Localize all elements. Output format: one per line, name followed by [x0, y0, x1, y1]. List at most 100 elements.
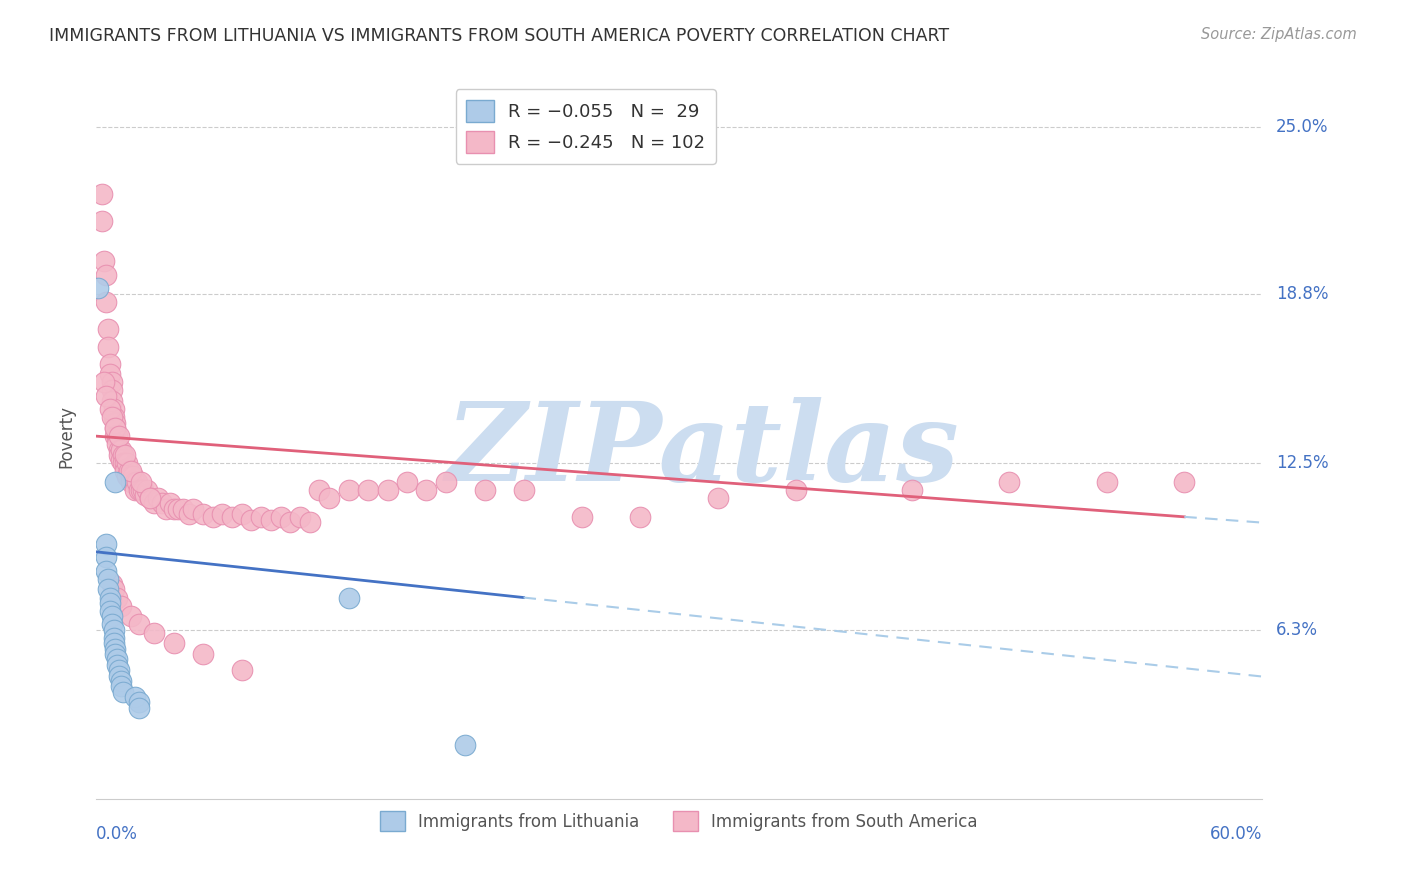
Point [454, 739, 477, 753]
Point [94, 268, 117, 282]
Point [104, 416, 127, 430]
Point [104, 421, 127, 435]
Legend: Immigrants from Lithuania, Immigrants from South America: Immigrants from Lithuania, Immigrants fr… [374, 805, 984, 838]
Point [337, 591, 360, 605]
Point [125, 475, 148, 489]
Point [118, 464, 141, 478]
Point [166, 501, 188, 516]
Text: IMMIGRANTS FROM LITHUANIA VS IMMIGRANTS FROM SOUTH AMERICA POVERTY CORRELATION C: IMMIGRANTS FROM LITHUANIA VS IMMIGRANTS … [49, 27, 949, 45]
Point [100, 394, 122, 409]
Point [163, 501, 186, 516]
Point [337, 483, 360, 497]
Point [377, 483, 399, 497]
Point [250, 509, 273, 524]
Point [103, 623, 125, 637]
Point [395, 475, 418, 489]
Point [94, 389, 117, 403]
Point [110, 442, 132, 457]
Point [288, 509, 311, 524]
Point [128, 695, 150, 709]
Point [129, 475, 152, 489]
Point [124, 475, 146, 489]
Point [163, 636, 186, 650]
Text: 0.0%: 0.0% [96, 825, 138, 843]
Point [122, 469, 145, 483]
Point [87, 281, 110, 295]
Point [114, 464, 136, 478]
Point [103, 636, 125, 650]
Point [139, 491, 162, 505]
Point [901, 483, 924, 497]
Point [128, 701, 150, 715]
Point [90, 214, 112, 228]
Point [100, 609, 122, 624]
Point [143, 625, 166, 640]
Point [415, 483, 437, 497]
Point [114, 448, 136, 462]
Point [124, 690, 146, 704]
Point [240, 512, 263, 526]
Point [128, 617, 150, 632]
Point [270, 509, 292, 524]
Point [280, 515, 302, 529]
Point [104, 647, 127, 661]
Point [100, 577, 122, 591]
Point [143, 496, 166, 510]
Point [108, 663, 131, 677]
Point [105, 591, 128, 605]
Point [231, 507, 253, 521]
Point [110, 599, 132, 613]
Point [94, 550, 117, 565]
Point [571, 509, 593, 524]
Text: 18.8%: 18.8% [1277, 285, 1329, 302]
Point [628, 509, 651, 524]
Point [100, 384, 122, 398]
Point [434, 475, 457, 489]
Point [103, 410, 125, 425]
Point [97, 321, 120, 335]
Point [155, 501, 177, 516]
Point [474, 483, 496, 497]
Point [357, 483, 380, 497]
Point [103, 582, 125, 597]
Point [100, 410, 122, 425]
Point [108, 429, 131, 443]
Point [120, 475, 142, 489]
Point [172, 501, 194, 516]
Point [201, 509, 224, 524]
Point [104, 641, 127, 656]
Point [1173, 475, 1195, 489]
Point [231, 663, 253, 677]
Point [785, 483, 807, 497]
Point [97, 340, 120, 354]
Point [98, 357, 121, 371]
Point [108, 668, 131, 682]
Point [998, 475, 1021, 489]
Point [124, 483, 146, 497]
Point [120, 469, 142, 483]
Point [191, 647, 214, 661]
Text: Source: ZipAtlas.com: Source: ZipAtlas.com [1201, 27, 1357, 42]
Y-axis label: Poverty: Poverty [58, 405, 75, 467]
Point [181, 501, 204, 516]
Point [148, 491, 170, 505]
Point [94, 537, 117, 551]
Point [105, 437, 128, 451]
Point [179, 507, 201, 521]
Point [318, 491, 340, 505]
Point [135, 483, 157, 497]
Point [150, 496, 173, 510]
Point [298, 515, 321, 529]
Point [105, 652, 128, 666]
Point [115, 456, 138, 470]
Point [129, 483, 152, 497]
Point [112, 448, 135, 462]
Text: 60.0%: 60.0% [1209, 825, 1263, 843]
Point [134, 488, 156, 502]
Point [98, 402, 121, 417]
Point [260, 512, 283, 526]
Point [191, 507, 214, 521]
Point [1095, 475, 1118, 489]
Point [139, 491, 162, 505]
Point [110, 679, 132, 693]
